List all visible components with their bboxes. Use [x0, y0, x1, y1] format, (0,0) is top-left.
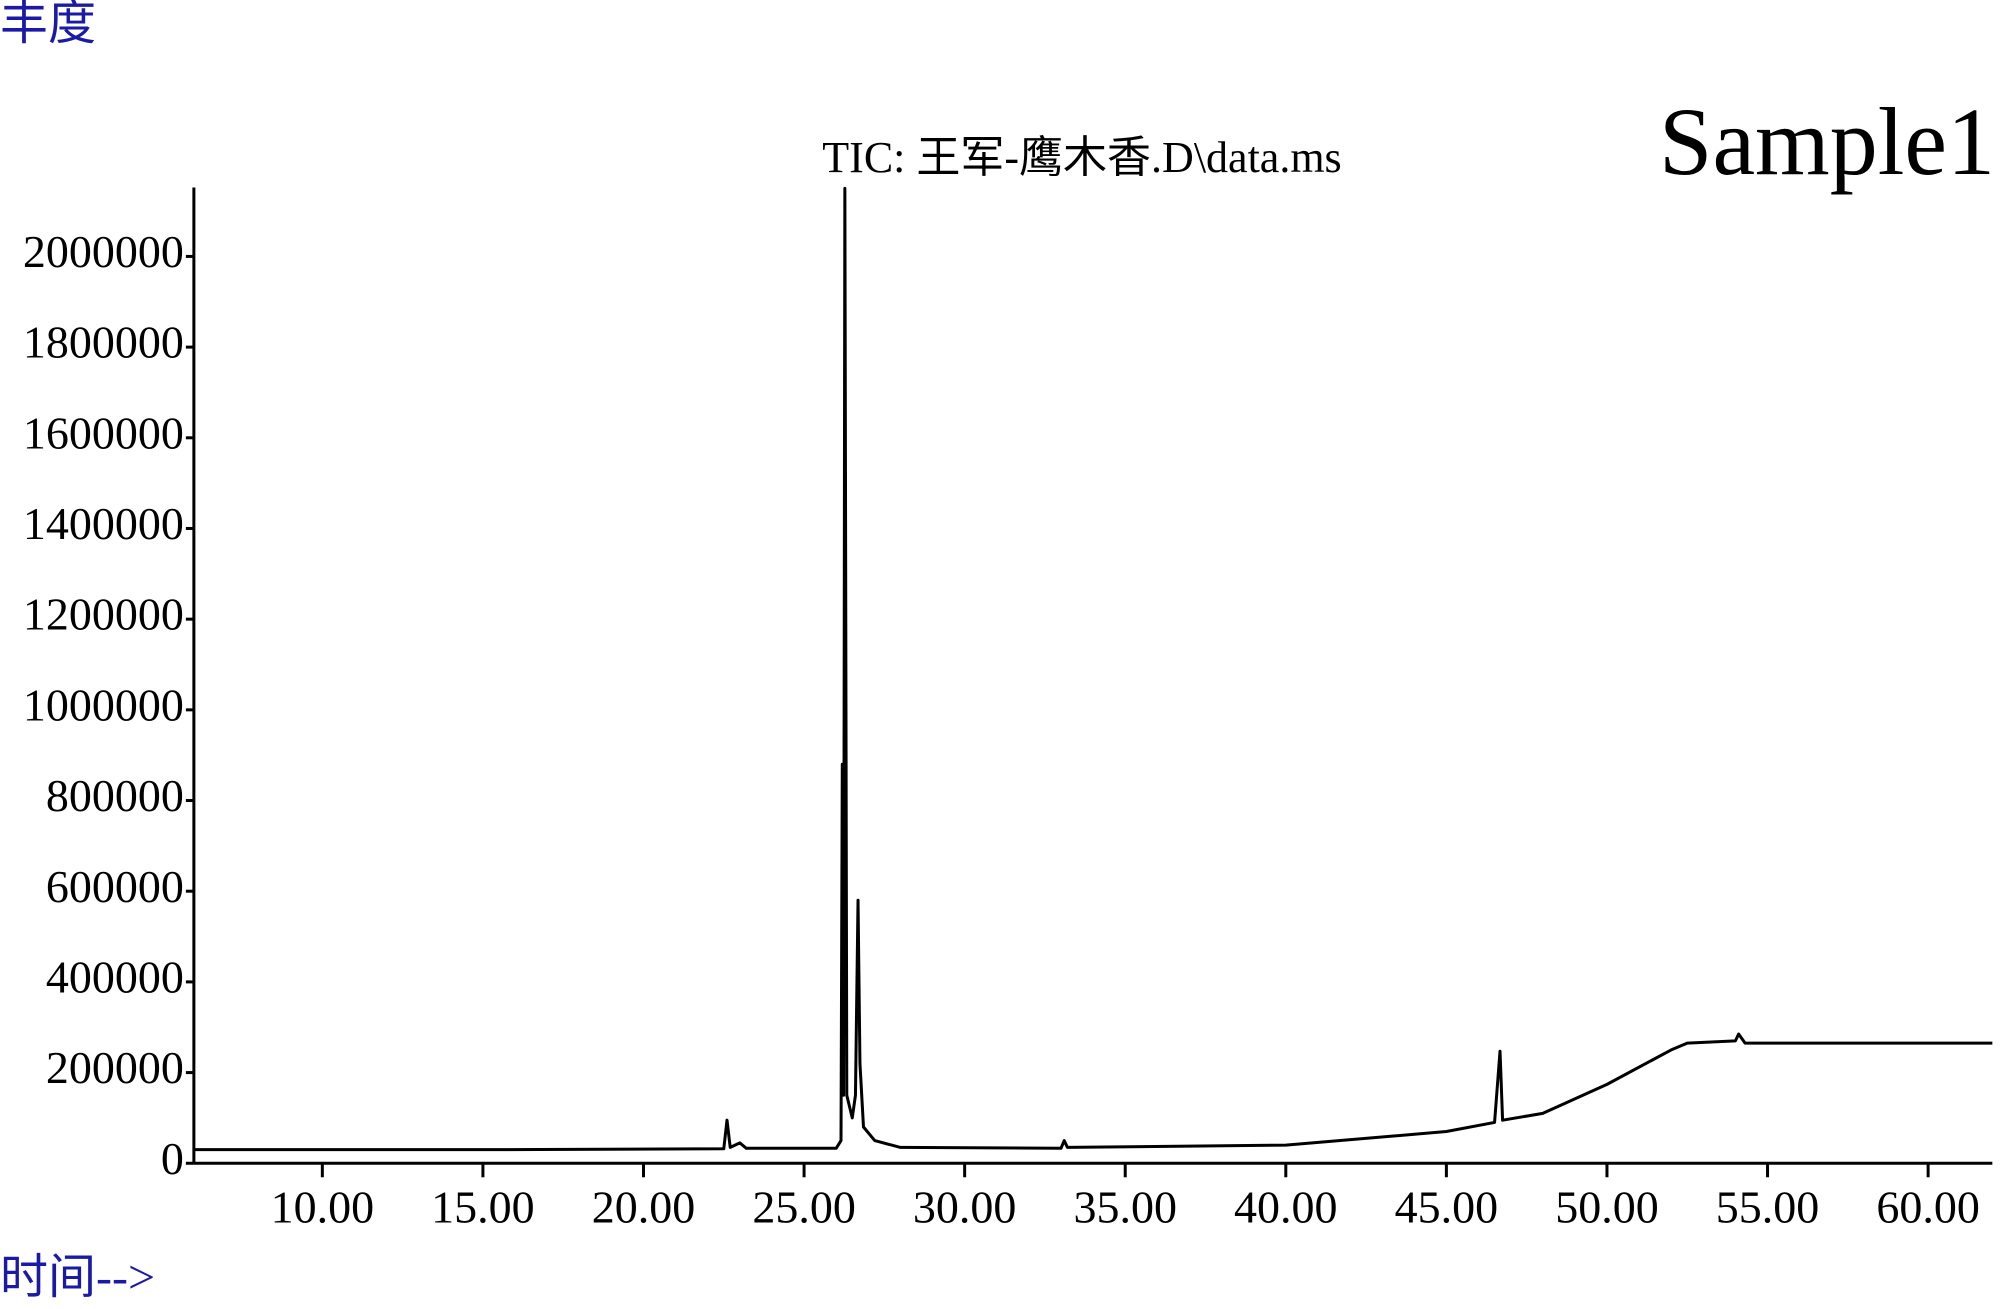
- y-tick-label: 200000: [46, 1042, 184, 1093]
- annotation: Sample1: [1659, 88, 1995, 195]
- x-tick-label: 35.00: [1073, 1181, 1177, 1232]
- y-axis-label: 丰度: [0, 0, 96, 50]
- y-tick-label: 800000: [46, 770, 184, 821]
- x-tick-label: 40.00: [1234, 1181, 1338, 1232]
- x-tick-label: 20.00: [592, 1181, 696, 1232]
- data-line: [193, 186, 1993, 1152]
- x-tick-label: 15.00: [431, 1181, 535, 1232]
- y-tick-label: 0: [161, 1133, 184, 1184]
- y-tick-label: 1200000: [23, 589, 184, 640]
- x-axis-label: 时间-->: [0, 1251, 155, 1304]
- x-tick-label: 30.00: [913, 1181, 1017, 1232]
- x-tick-label: 10.00: [271, 1181, 375, 1232]
- x-tick-label: 50.00: [1555, 1181, 1659, 1232]
- y-tick-label: 1400000: [23, 498, 184, 549]
- y-tick-label: 600000: [46, 861, 184, 912]
- x-tick-label: 60.00: [1876, 1181, 1980, 1232]
- y-tick-label: 1600000: [23, 407, 184, 458]
- x-tick-label: 55.00: [1716, 1181, 1820, 1232]
- y-tick-label: 1800000: [23, 317, 184, 368]
- y-tick-label: 1000000: [23, 679, 184, 730]
- chart-title: TIC: 王军-鹰木香.D\data.ms: [822, 133, 1341, 182]
- x-tick-label: 25.00: [752, 1181, 856, 1232]
- y-tick-label: 400000: [46, 951, 184, 1002]
- y-tick-label: 2000000: [23, 226, 184, 277]
- x-tick-label: 45.00: [1395, 1181, 1499, 1232]
